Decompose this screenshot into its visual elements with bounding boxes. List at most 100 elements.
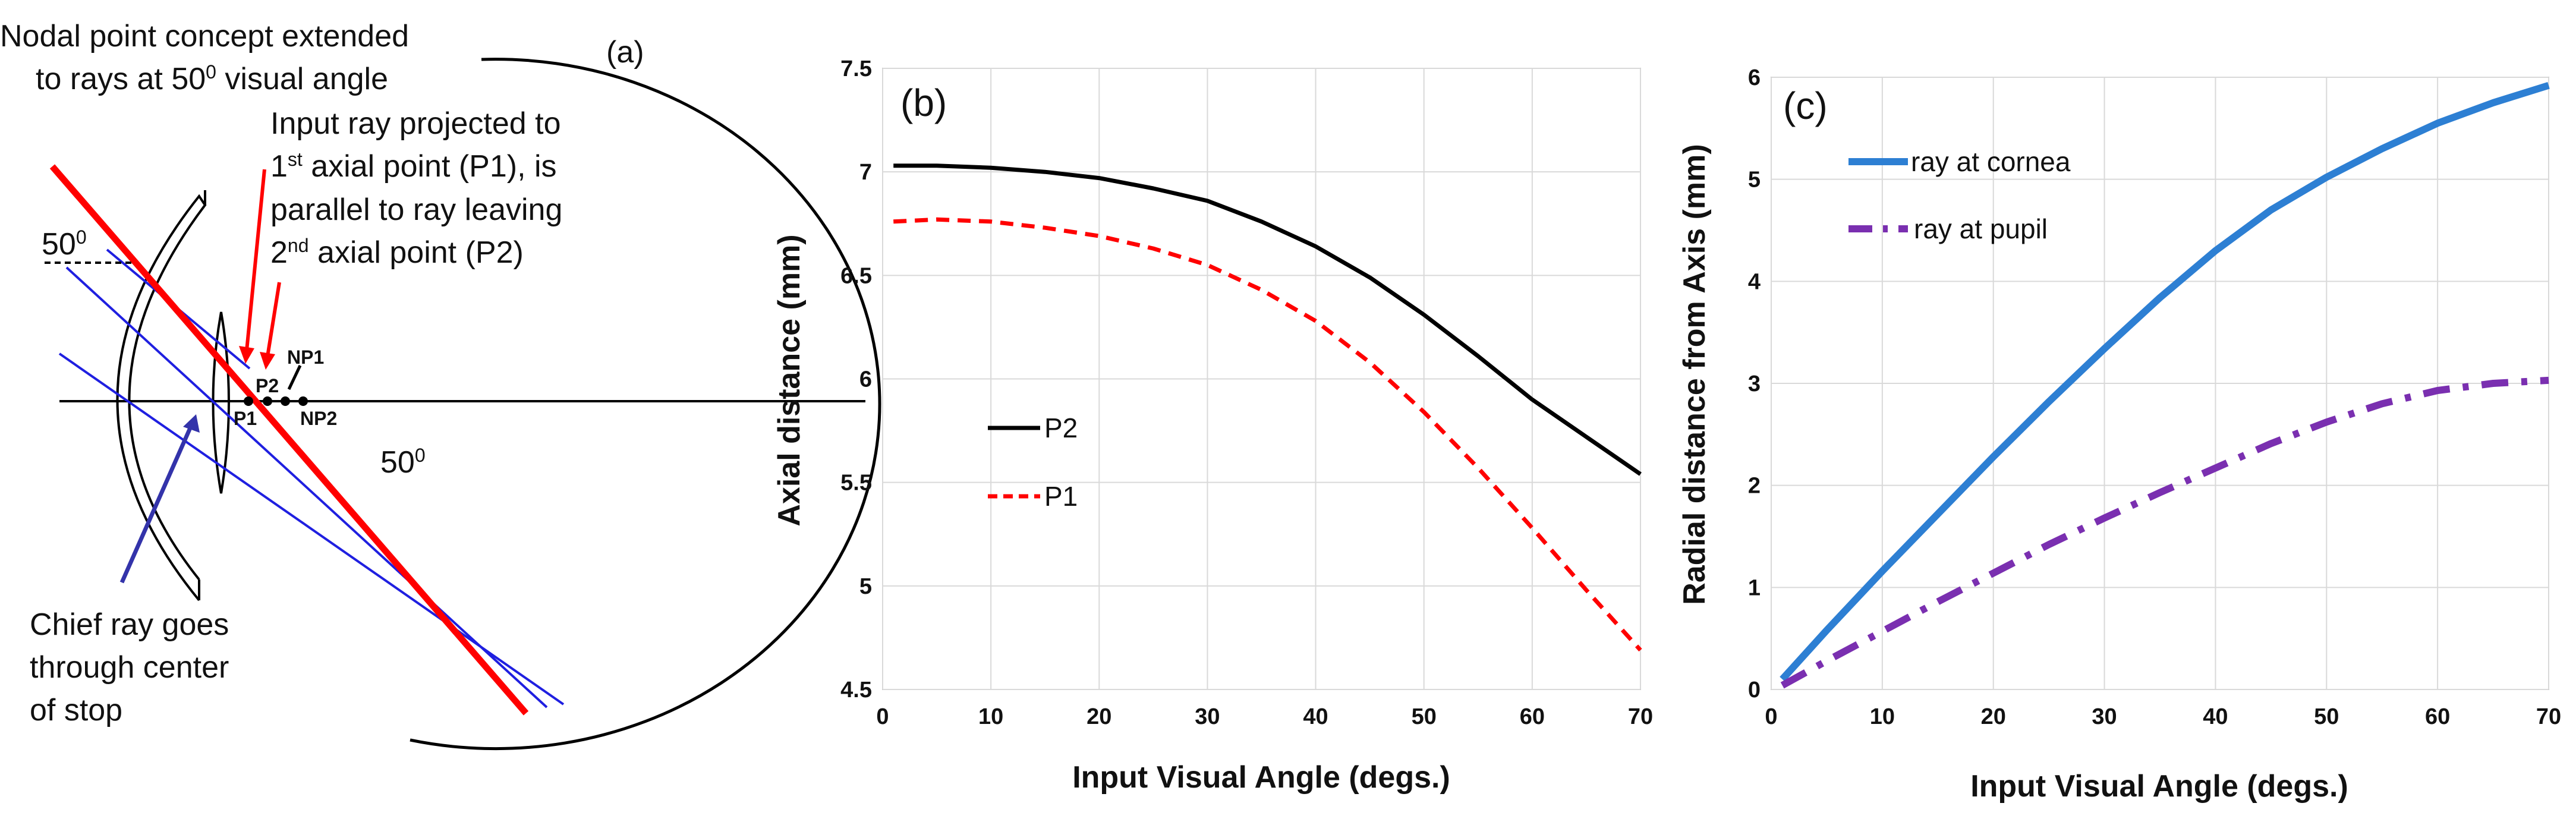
blue-ray-upper bbox=[65, 266, 548, 708]
red-ray bbox=[49, 164, 529, 716]
nodal-text-line2: to rays at 500 visual angle bbox=[36, 61, 388, 96]
chief-text-line3: of stop bbox=[30, 693, 122, 727]
angle-right-degree: 0 bbox=[415, 445, 426, 466]
chart-b-xtick-label: 70 bbox=[1628, 704, 1653, 729]
chart-b-xtick-label: 50 bbox=[1412, 704, 1437, 729]
chart-c-panel-label: (c) bbox=[1783, 84, 1828, 127]
chart-b-series bbox=[893, 163, 1642, 652]
chart-b-xtick-label: 40 bbox=[1303, 704, 1328, 729]
angle-left-value: 50 bbox=[42, 227, 76, 262]
blue-arrow-head bbox=[183, 414, 200, 433]
angle-label-left: 500 bbox=[42, 226, 87, 262]
input-text-p2: axial point (P2) bbox=[309, 235, 524, 270]
chart-b: 4.5 5 5.5 6 6.5 7 7.5 0 10 20 30 40 50 60 70 (b) Input… bbox=[772, 56, 1653, 795]
chart-b-ytick-label: 4.5 bbox=[840, 678, 872, 703]
input-text-2: 2 bbox=[270, 235, 288, 270]
chart-c-xtick-label: 40 bbox=[2203, 704, 2228, 729]
input-text-st: st bbox=[288, 149, 303, 170]
legend-cornea-label: ray at cornea bbox=[1911, 146, 2071, 177]
chart-b-ticks: 4.5 5 5.5 6 6.5 7 7.5 0 10 20 30 40 50 60 70 bbox=[840, 56, 1653, 729]
chart-b-ytick-label: 7 bbox=[859, 160, 872, 185]
chart-b-ytick-label: 7.5 bbox=[840, 56, 872, 81]
red-arrow-2-head bbox=[260, 352, 275, 370]
cornea-edges bbox=[198, 190, 206, 600]
chart-b-grid bbox=[882, 68, 1641, 690]
chart-b-line-p1 bbox=[893, 217, 1642, 652]
chart-b-xlabel: Input Visual Angle (degs.) bbox=[1072, 760, 1450, 795]
legend-p2-label: P2 bbox=[1044, 412, 1078, 443]
input-text-1: 1 bbox=[270, 149, 288, 184]
input-text-line2: 1st axial point (P1), is bbox=[270, 149, 557, 184]
chart-c-ytick-label: 2 bbox=[1748, 474, 1761, 499]
chart-c-ytick-label: 0 bbox=[1748, 678, 1761, 703]
nodal-text-degree: 0 bbox=[206, 61, 216, 83]
chart-b-ytick-label: 6 bbox=[859, 367, 872, 392]
point-np2 bbox=[298, 396, 308, 406]
chart-c-xtick-label: 60 bbox=[2425, 704, 2450, 729]
chart-b-xtick-label: 10 bbox=[978, 704, 1003, 729]
red-arrow-1-head bbox=[239, 346, 254, 364]
chart-b-xtick-label: 0 bbox=[876, 704, 889, 729]
blue-arrow-shaft bbox=[119, 427, 193, 584]
input-text-line4: 2nd axial point (P2) bbox=[270, 235, 524, 270]
chart-c-xtick-label: 70 bbox=[2536, 704, 2561, 729]
chief-text-line1: Chief ray goes bbox=[30, 607, 229, 642]
label-p2: P2 bbox=[256, 375, 279, 396]
chart-b-xtick-label: 20 bbox=[1087, 704, 1111, 729]
angle-label-right: 500 bbox=[380, 445, 426, 480]
input-text-p1: axial point (P1), is bbox=[303, 149, 557, 184]
angle-left-degree: 0 bbox=[76, 226, 87, 248]
eye-globe-arc bbox=[410, 58, 881, 751]
chart-c-series bbox=[1780, 81, 2550, 689]
legend-p1-label: P1 bbox=[1044, 481, 1078, 512]
chart-b-ytick-label: 6.5 bbox=[840, 263, 872, 288]
chart-c-grid bbox=[1771, 77, 2549, 690]
legend-pupil-label: ray at pupil bbox=[1914, 213, 2048, 244]
chart-c-xlabel: Input Visual Angle (degs.) bbox=[1970, 769, 2348, 804]
input-text-line3: parallel to ray leaving bbox=[270, 193, 562, 227]
chart-c-ytick-label: 1 bbox=[1748, 575, 1761, 600]
chart-c-ytick-label: 5 bbox=[1748, 168, 1761, 193]
np1-pointer bbox=[287, 364, 302, 390]
chart-c-xtick-label: 30 bbox=[2092, 704, 2117, 729]
chart-c-xtick-label: 20 bbox=[1981, 704, 2006, 729]
chart-b-xtick-label: 60 bbox=[1520, 704, 1545, 729]
input-text-line1: Input ray projected to bbox=[270, 106, 561, 141]
chart-c-xtick-label: 50 bbox=[2314, 704, 2339, 729]
label-np2: NP2 bbox=[300, 408, 337, 429]
point-p1 bbox=[244, 396, 253, 406]
chart-b-ytick-label: 5.5 bbox=[840, 471, 872, 496]
chart-c-ytick-label: 4 bbox=[1748, 269, 1761, 294]
chart-c-ylabel: Radial distance from Axis (mm) bbox=[1677, 144, 1712, 604]
point-np1 bbox=[281, 396, 290, 406]
nodal-text-line1: Nodal point concept extended bbox=[0, 19, 409, 53]
chief-text-line2: through center bbox=[30, 650, 229, 685]
chart-b-xtick-label: 30 bbox=[1195, 704, 1220, 729]
red-arrow-2-shaft bbox=[266, 282, 281, 357]
label-p1: P1 bbox=[234, 408, 257, 429]
chart-b-legend: P2 P1 bbox=[988, 412, 1078, 512]
nodal-text-suffix: visual angle bbox=[216, 62, 388, 96]
chart-b-ytick-label: 5 bbox=[859, 574, 872, 599]
point-p2 bbox=[263, 396, 272, 406]
chart-c-xtick-label: 10 bbox=[1870, 704, 1895, 729]
panel-a-diagram: Nodal point concept extended to rays at … bbox=[0, 19, 881, 751]
red-arrow-1-shaft bbox=[245, 169, 266, 351]
label-np1: NP1 bbox=[287, 347, 324, 368]
nodal-text-prefix: to rays at 50 bbox=[36, 62, 206, 96]
panel-a-label: (a) bbox=[606, 35, 644, 70]
chart-c-legend: ray at cornea ray at pupil bbox=[1848, 146, 2071, 244]
chart-b-line-p2 bbox=[893, 163, 1642, 476]
chart-c-line-ray-at-cornea bbox=[1780, 81, 2550, 682]
angle-right-value: 50 bbox=[380, 445, 415, 480]
chart-c-xtick-label: 0 bbox=[1765, 704, 1777, 729]
chart-c-ytick-label: 6 bbox=[1748, 65, 1761, 90]
cornea-shape bbox=[116, 194, 207, 601]
chart-b-panel-label: (b) bbox=[900, 81, 947, 124]
chart-c-line-ray-at-pupil bbox=[1780, 376, 2549, 689]
chart-b-ylabel: Axial distance (mm) bbox=[772, 234, 807, 526]
input-text-nd: nd bbox=[288, 235, 309, 256]
